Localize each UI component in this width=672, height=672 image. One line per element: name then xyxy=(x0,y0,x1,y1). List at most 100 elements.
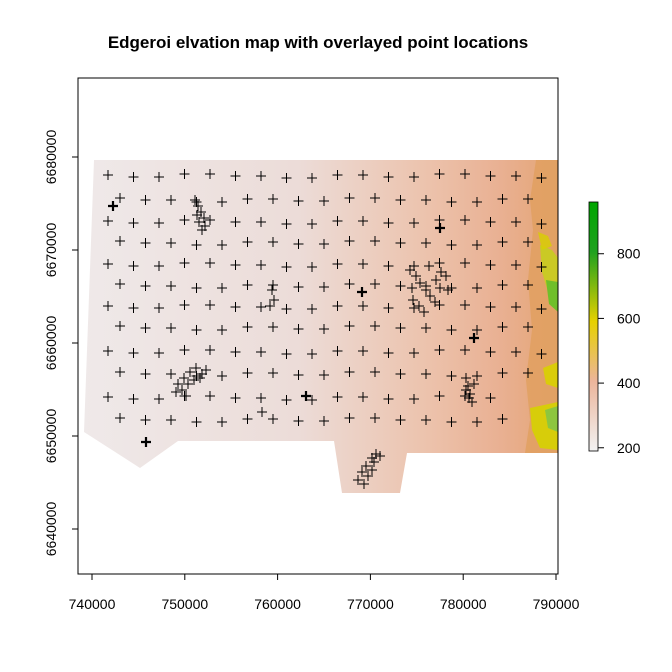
sample-point-marker xyxy=(256,347,266,357)
sample-point-marker xyxy=(358,346,368,356)
sample-point-marker xyxy=(357,287,367,297)
sample-point-marker xyxy=(357,467,367,477)
sample-point-marker xyxy=(370,321,380,331)
sample-point-marker xyxy=(536,173,547,183)
sample-point-marker xyxy=(435,223,445,233)
sample-point-marker xyxy=(441,271,451,281)
sample-point-marker xyxy=(446,197,457,207)
sample-point-marker xyxy=(460,300,470,310)
sample-point-marker xyxy=(166,238,176,248)
sample-point-marker xyxy=(411,271,421,281)
sample-point-marker xyxy=(421,369,431,379)
x-tick-label: 760000 xyxy=(254,596,301,612)
sample-point-marker xyxy=(185,367,195,377)
sample-point-marker xyxy=(319,282,329,292)
sample-point-marker xyxy=(472,197,482,207)
sample-point-marker xyxy=(293,416,304,426)
sample-point-marker xyxy=(307,262,317,272)
sample-point-marker xyxy=(281,219,292,229)
sample-point-marker xyxy=(511,347,521,357)
sample-point-marker xyxy=(256,171,266,181)
sample-point-marker xyxy=(523,280,533,290)
sample-points xyxy=(103,169,547,489)
sample-point-marker xyxy=(370,413,380,423)
sample-point-marker xyxy=(179,373,189,383)
sample-point-marker xyxy=(154,218,164,228)
sample-point-marker xyxy=(405,265,415,275)
sample-point-marker xyxy=(414,301,424,311)
sample-point-marker xyxy=(460,215,470,225)
sample-point-marker xyxy=(115,367,125,377)
sample-point-marker xyxy=(179,258,190,268)
sample-point-marker xyxy=(128,261,139,271)
sample-point-marker xyxy=(446,417,457,427)
y-tick-label: 6660000 xyxy=(43,316,59,371)
sample-point-marker xyxy=(383,172,394,182)
sample-point-marker xyxy=(485,217,496,227)
sample-point-marker xyxy=(363,471,373,481)
sample-point-marker xyxy=(497,322,508,332)
sample-point-marker xyxy=(191,240,202,250)
sample-point-marker xyxy=(511,260,521,270)
sample-point-marker xyxy=(446,371,457,381)
sample-point-marker xyxy=(217,325,227,335)
sample-point-marker xyxy=(344,321,355,331)
sample-point-marker xyxy=(371,449,381,459)
sample-point-marker xyxy=(523,237,533,247)
sample-point-marker xyxy=(181,391,191,401)
sample-point-marker xyxy=(472,283,482,293)
sample-point-marker xyxy=(431,275,441,285)
sample-point-marker xyxy=(332,259,343,269)
sample-point-marker xyxy=(409,348,419,358)
sample-point-marker xyxy=(353,475,363,485)
sample-point-marker xyxy=(497,194,508,204)
sample-point-marker xyxy=(436,267,446,277)
sample-point-marker xyxy=(443,285,453,295)
sample-point-marker xyxy=(319,416,329,426)
sample-point-marker xyxy=(103,392,113,402)
sample-point-marker xyxy=(140,369,151,379)
sample-point-marker xyxy=(319,196,329,206)
sample-point-marker xyxy=(268,368,278,378)
sample-point-marker xyxy=(383,394,394,404)
chart-title: Edgeroi elvation map with overlayed poin… xyxy=(108,33,528,52)
highland-peak-3 xyxy=(543,362,558,388)
sample-point-marker xyxy=(103,346,113,356)
sample-point-marker xyxy=(419,307,429,317)
sample-point-marker xyxy=(268,322,278,332)
legend-colorbar xyxy=(588,201,599,452)
sample-point-marker xyxy=(179,300,190,310)
sample-point-marker xyxy=(415,278,425,288)
sample-point-marker xyxy=(115,236,125,246)
x-tick-label: 750000 xyxy=(161,596,208,612)
sample-point-marker xyxy=(173,379,183,389)
sample-point-marker xyxy=(293,282,304,292)
sample-point-marker xyxy=(463,381,473,391)
sample-point-marker xyxy=(383,218,394,228)
sample-point-marker xyxy=(511,171,521,181)
sample-point-marker xyxy=(166,415,176,425)
sample-point-marker xyxy=(194,217,204,227)
sample-point-marker xyxy=(395,323,406,333)
sample-point-marker xyxy=(154,172,164,182)
sample-point-marker xyxy=(217,197,227,207)
sample-point-marker xyxy=(195,373,205,383)
sample-point-marker xyxy=(281,173,292,183)
sample-point-marker xyxy=(332,392,343,402)
sample-point-marker xyxy=(523,194,533,204)
sample-point-marker xyxy=(193,201,203,211)
sample-point-marker xyxy=(242,368,253,378)
legend-ticks: 200 400 600 800 xyxy=(598,246,641,456)
sample-point-marker xyxy=(370,193,380,203)
sample-point-marker xyxy=(115,279,125,289)
sample-point-marker xyxy=(242,322,253,332)
sample-point-marker xyxy=(344,236,355,246)
sample-point-marker xyxy=(281,395,292,405)
sample-point-marker xyxy=(485,260,496,270)
legend-tick-label: 600 xyxy=(617,310,641,326)
sample-point-marker xyxy=(217,371,227,381)
sample-point-marker xyxy=(128,348,139,358)
sample-point-marker xyxy=(395,195,406,205)
sample-point-marker xyxy=(497,368,508,378)
elevation-raster-area xyxy=(84,160,558,493)
